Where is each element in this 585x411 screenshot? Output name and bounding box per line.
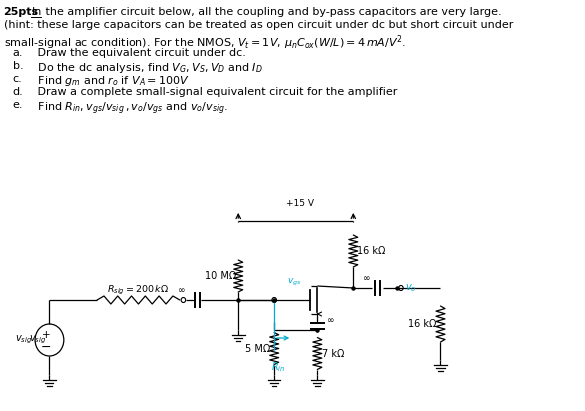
Text: 7 kΩ: 7 kΩ [322, 349, 345, 358]
Text: $\infty$: $\infty$ [326, 316, 334, 325]
Text: −: − [40, 340, 51, 353]
Text: the amplifier circuit below, all the coupling and by-pass capacitors are very la: the amplifier circuit below, all the cou… [42, 7, 502, 17]
Text: $\infty$: $\infty$ [177, 286, 186, 295]
Text: 5 MΩ: 5 MΩ [245, 344, 271, 353]
Text: +: + [42, 330, 50, 340]
Text: d.: d. [13, 87, 23, 97]
Text: $R_{in}$: $R_{in}$ [271, 360, 286, 374]
Text: small-signal ac condition). For the NMOS, $V_t = 1V,\,\mu_n C_{ox}(W/L) = 4\,mA/: small-signal ac condition). For the NMOS… [4, 33, 406, 52]
Text: e.: e. [13, 100, 23, 111]
Text: $v_{sig}$: $v_{sig}$ [15, 334, 32, 346]
Text: 16 kΩ: 16 kΩ [408, 319, 437, 329]
Text: Draw the equivalent circuit under dc.: Draw the equivalent circuit under dc. [27, 48, 246, 58]
Text: In: In [32, 7, 42, 17]
Text: 10 MΩ: 10 MΩ [205, 271, 236, 281]
Text: $R_{sig} = 200\,k\Omega$: $R_{sig} = 200\,k\Omega$ [108, 284, 170, 297]
Text: $\infty$: $\infty$ [362, 273, 370, 282]
Text: Find $R_{in}, v_{gs}/v_{sig}\,, v_o/v_{gs}$ and $v_o/v_{sig}.$: Find $R_{in}, v_{gs}/v_{sig}\,, v_o/v_{g… [27, 100, 228, 117]
Text: Do the dc analysis, find $V_G, V_S, V_D$ and $I_D$: Do the dc analysis, find $V_G, V_S, V_D$… [27, 61, 263, 75]
Text: Find $g_m$ and $r_o$ if $V_A = 100V$: Find $g_m$ and $r_o$ if $V_A = 100V$ [27, 74, 190, 88]
Text: 16 kΩ: 16 kΩ [357, 246, 386, 256]
Text: +15 V: +15 V [286, 199, 314, 208]
Text: $v_{sig}$: $v_{sig}$ [29, 334, 46, 346]
Text: $v_{gs}$: $v_{gs}$ [287, 277, 301, 288]
Text: 25pts: 25pts [4, 7, 39, 17]
Text: c.: c. [13, 74, 22, 84]
Text: Draw a complete small-signal equivalent circuit for the amplifier: Draw a complete small-signal equivalent … [27, 87, 397, 97]
Text: a.: a. [13, 48, 23, 58]
Text: (hint: these large capacitors can be treated as open circuit under dc but short : (hint: these large capacitors can be tre… [4, 20, 513, 30]
Text: b.: b. [13, 61, 23, 71]
Text: $v_o$: $v_o$ [405, 282, 417, 294]
